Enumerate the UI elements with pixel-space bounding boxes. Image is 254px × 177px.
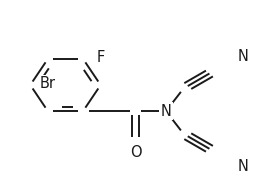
Text: N: N — [237, 49, 248, 64]
Text: N: N — [161, 104, 171, 119]
Text: F: F — [97, 50, 105, 65]
Text: O: O — [130, 145, 142, 160]
Text: Br: Br — [40, 76, 56, 91]
Text: N: N — [237, 159, 248, 173]
